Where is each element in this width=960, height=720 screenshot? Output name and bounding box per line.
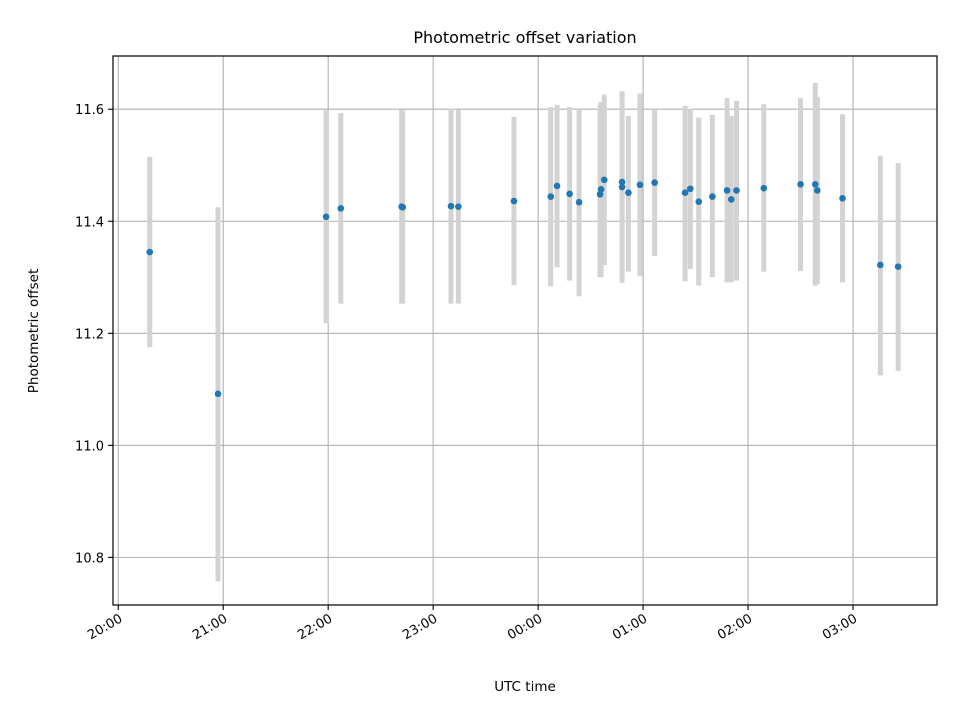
data-point [695, 198, 703, 205]
data-point [455, 203, 462, 210]
data-point [687, 185, 694, 193]
data-point [877, 261, 884, 269]
data-point [596, 191, 604, 198]
data-point [399, 203, 407, 211]
data-point [681, 189, 689, 196]
y-tick-label: 11.2 [75, 327, 104, 342]
data-point [727, 196, 735, 203]
y-tick-label: 11.0 [75, 439, 104, 454]
data-point [146, 248, 154, 256]
y-tick-label: 11.6 [75, 103, 104, 118]
data-point [510, 197, 518, 205]
data-point [600, 176, 608, 184]
data-point [894, 263, 902, 270]
data-point [733, 187, 740, 194]
y-tick-label: 10.8 [75, 551, 104, 566]
data-point [618, 183, 626, 191]
y-tick-label: 11.4 [75, 215, 104, 230]
data-point [839, 194, 846, 202]
data-point [709, 193, 716, 200]
plot-frame [112, 55, 938, 606]
data-point [651, 179, 658, 186]
data-point [760, 184, 768, 192]
x-axis-label: UTC time [494, 679, 556, 695]
data-point [575, 198, 583, 206]
data-point [337, 205, 345, 212]
y-axis-ticks: 10.8 11.0 11.2 11.4 11.6 [75, 103, 113, 566]
data-point [547, 193, 555, 200]
data-point [214, 390, 222, 398]
data-point [597, 186, 605, 193]
data-point [814, 187, 821, 194]
y-axis-label: Photometric offset [26, 269, 42, 393]
data-points [146, 176, 902, 398]
data-point [618, 178, 626, 186]
data-point [811, 180, 819, 188]
data-point [566, 190, 573, 198]
data-point [447, 202, 455, 210]
data-point [797, 180, 804, 188]
data-point [723, 187, 731, 194]
chart-title: Photometric offset variation [413, 28, 636, 47]
data-point [553, 182, 561, 190]
data-point [636, 181, 644, 189]
data-point [625, 189, 632, 196]
data-point [322, 213, 330, 221]
